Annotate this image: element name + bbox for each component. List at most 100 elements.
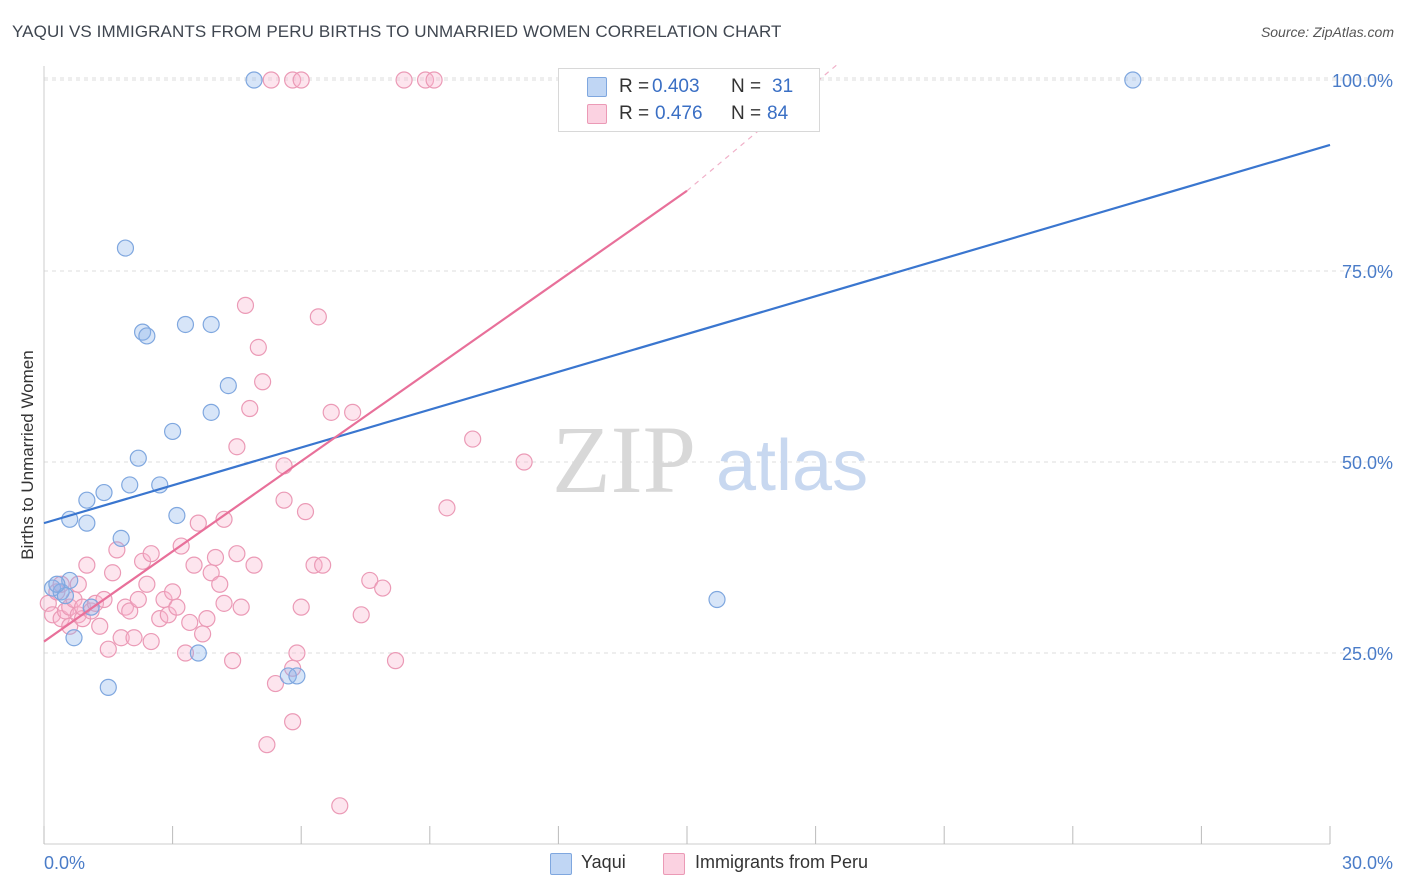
x-tick-label-max: 30.0% [1342,853,1393,873]
point-yaqui [48,575,66,593]
chart-title: YAQUI VS IMMIGRANTS FROM PERU BIRTHS TO … [12,22,782,41]
point-peru [215,510,233,528]
y-tick-label: 75.0% [1342,262,1393,282]
point-yaqui [121,476,139,494]
legend-swatch-peru [587,104,607,124]
legend-swatch-yaqui [587,77,607,97]
point-yaqui [112,529,130,548]
point-peru [314,556,332,574]
y-tick-label: 25.0% [1342,644,1393,664]
legend-n-value-1: 31 [772,76,794,97]
bottom-legend-swatch-peru [663,853,685,875]
stats-legend: R = 0.403 N = 31 R = 0.476 N = 84 [558,68,820,132]
y-tick-label: 100.0% [1332,71,1393,91]
point-peru [103,564,122,582]
point-peru [215,594,233,612]
series-yaqui-points [43,71,1142,696]
point-peru [241,399,259,418]
point-peru [189,514,207,532]
point-peru [309,308,327,326]
point-peru [292,598,310,616]
point-peru [374,579,392,597]
point-yaqui [176,315,195,334]
legend-r-value-2: 0.476 [655,103,703,124]
bottom-legend-yaqui: Yaqui [581,852,626,872]
watermark-atlas: atlas [716,426,868,506]
axes [43,66,1331,845]
point-peru [176,644,195,662]
point-peru [112,629,130,647]
point-yaqui [202,403,220,421]
legend-r-label-2: R = [619,103,650,124]
watermark-zip: ZIP [552,406,696,513]
point-peru [254,373,272,391]
point-peru [142,545,160,563]
legend-n-label-1: N = [731,76,762,97]
point-peru [185,556,203,574]
point-peru [125,629,143,647]
x-tick-label-min: 0.0% [44,853,85,873]
point-yaqui [78,491,96,509]
point-yaqui [202,315,220,334]
point-yaqui [65,629,83,647]
legend-n-value-2: 84 [767,103,789,124]
point-yaqui [164,422,182,441]
point-yaqui [61,571,79,590]
point-peru [245,556,263,574]
point-peru [206,548,225,567]
point-peru [121,602,139,620]
point-peru [515,453,533,471]
bottom-legend-peru: Immigrants from Peru [695,852,869,872]
point-peru [266,674,285,693]
point-peru [296,503,315,521]
point-peru [262,71,280,89]
point-yaqui [138,327,156,345]
point-peru [168,598,186,616]
y-tick-label: 50.0% [1342,453,1393,473]
point-peru [344,403,362,421]
point-peru [258,736,276,754]
point-peru [236,296,255,314]
point-yaqui [78,514,96,532]
bottom-legend-swatch-yaqui [550,853,572,875]
series-peru-points [39,71,533,815]
point-yaqui [99,678,117,696]
point-peru [232,598,250,616]
source-label: Source: ZipAtlas.com [1260,24,1394,40]
point-peru [194,625,212,643]
point-peru [99,640,117,658]
point-peru [228,545,246,563]
point-yaqui [95,483,113,502]
point-peru [395,71,413,89]
point-peru [352,606,370,624]
point-peru [386,652,405,670]
point-peru [164,583,182,601]
point-peru [211,575,229,593]
point-yaqui [1124,71,1142,89]
point-peru [142,632,160,651]
point-yaqui [168,506,186,525]
point-peru [275,491,293,509]
point-peru [138,575,156,593]
point-peru [181,613,199,632]
point-yaqui [245,71,263,89]
watermark: ZIP atlas [552,406,868,513]
point-peru [129,590,147,609]
point-peru [249,338,267,356]
legend-r-value-1: 0.403 [652,76,700,97]
point-peru [425,71,443,89]
point-peru [91,617,109,635]
point-peru [284,713,302,731]
point-peru [322,403,340,421]
point-yaqui [116,239,135,257]
point-peru [438,499,456,517]
point-peru [224,652,242,670]
point-peru [151,610,169,628]
point-peru [292,71,310,89]
point-peru [275,457,293,475]
point-peru [288,644,306,662]
point-peru [43,606,62,624]
point-yaqui [708,590,726,609]
point-peru [198,610,216,628]
